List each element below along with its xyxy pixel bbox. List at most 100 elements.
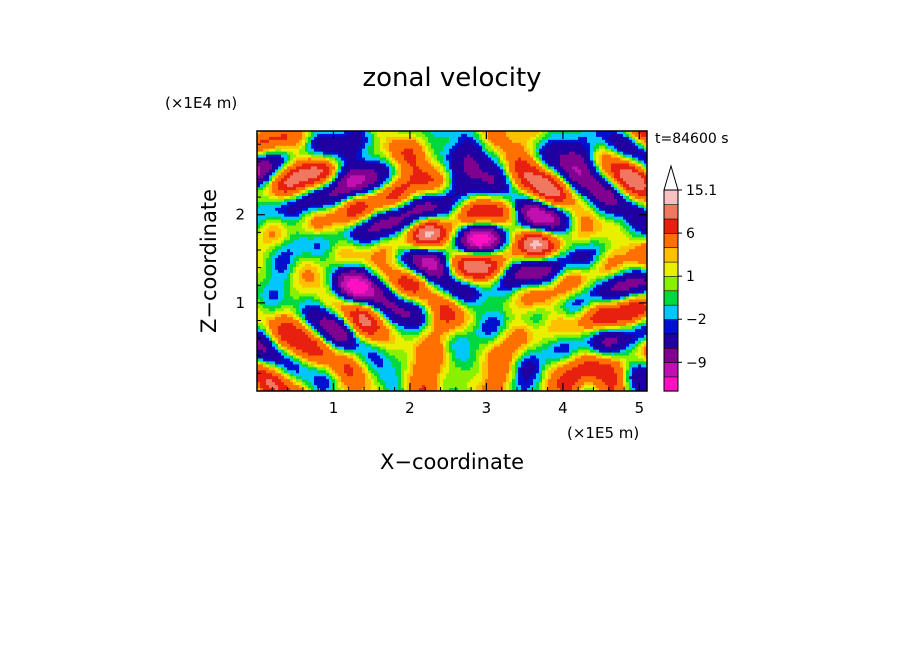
field-cell [293, 172, 297, 176]
field-cell [374, 196, 378, 200]
field-cell [305, 154, 309, 159]
field-cell [539, 222, 543, 227]
field-cell [614, 154, 618, 159]
field-cell [482, 222, 486, 227]
field-cell [296, 222, 300, 227]
field-cell [404, 151, 408, 156]
field-cell [287, 151, 291, 156]
field-cell [512, 131, 516, 135]
field-cell [581, 190, 585, 194]
field-cell [587, 172, 591, 176]
field-cell [263, 204, 267, 209]
field-cell [629, 204, 633, 209]
field-cell [281, 190, 285, 194]
field-cell [341, 196, 345, 200]
field-cell [362, 157, 366, 162]
field-cell [272, 198, 276, 203]
field-cell [398, 181, 402, 185]
field-cell [290, 181, 294, 185]
field-cell [593, 133, 597, 138]
field-cell [302, 216, 306, 221]
field-cell [404, 216, 408, 221]
field-cell [473, 219, 477, 224]
field-cell [575, 204, 579, 209]
field-cell [428, 196, 432, 200]
field-cell [641, 133, 645, 138]
field-cell [545, 151, 549, 156]
field-cell [266, 154, 270, 159]
field-cell [521, 145, 525, 150]
field-cell [278, 154, 282, 159]
field-cell [521, 187, 525, 191]
field-cell [410, 207, 414, 212]
field-cell [257, 157, 261, 162]
field-cell [431, 145, 435, 150]
field-cell [503, 169, 507, 173]
field-cell [284, 175, 288, 179]
field-cell [641, 207, 645, 212]
field-cell [302, 172, 306, 176]
field-cell [485, 190, 489, 194]
field-cell [536, 133, 540, 138]
field-cell [356, 213, 360, 218]
field-cell [566, 178, 570, 182]
field-cell [635, 163, 639, 168]
field-cell [512, 204, 516, 209]
field-cell [617, 131, 621, 135]
field-cell [545, 193, 549, 197]
field-cell [374, 148, 378, 153]
field-cell [617, 139, 621, 144]
field-cell [539, 166, 543, 170]
field-cell [437, 187, 441, 191]
field-cell [488, 148, 492, 153]
field-cell [557, 222, 561, 227]
field-cell [332, 154, 336, 159]
field-cell [635, 204, 639, 209]
field-cell [362, 216, 366, 221]
field-cell [287, 139, 291, 144]
field-cell [365, 145, 369, 150]
field-cell [257, 181, 261, 185]
field-cell [539, 145, 543, 150]
field-cell [344, 151, 348, 156]
field-cell [434, 207, 438, 212]
field-cell [344, 172, 348, 176]
field-cell [599, 169, 603, 173]
field-cell [569, 213, 573, 218]
field-cell [530, 181, 534, 185]
field-cell [479, 163, 483, 168]
field-cell [347, 151, 351, 156]
field-cell [326, 181, 330, 185]
field-cell [368, 169, 372, 173]
field-cell [470, 166, 474, 170]
field-cell [344, 190, 348, 194]
field-cell [452, 187, 456, 191]
field-cell [413, 142, 417, 147]
field-cell [611, 169, 615, 173]
field-cell [434, 181, 438, 185]
field-cell [461, 187, 465, 191]
field-cell [368, 187, 372, 191]
field-cell [395, 151, 399, 156]
field-cell [419, 184, 423, 188]
field-cell [488, 219, 492, 224]
field-cell [260, 196, 264, 200]
field-cell [332, 222, 336, 227]
field-cell [401, 157, 405, 162]
field-cell [317, 175, 321, 179]
field-cell [347, 175, 351, 179]
field-cell [422, 169, 426, 173]
field-cell [494, 166, 498, 170]
field-cell [452, 148, 456, 153]
field-cell [554, 181, 558, 185]
field-cell [488, 181, 492, 185]
field-cell [572, 166, 576, 170]
field-cell [266, 133, 270, 138]
field-cell [548, 204, 552, 209]
field-cell [548, 222, 552, 227]
field-cell [278, 196, 282, 200]
field-cell [467, 196, 471, 200]
field-cell [443, 184, 447, 188]
field-cell [362, 136, 366, 141]
field-cell [263, 210, 267, 215]
